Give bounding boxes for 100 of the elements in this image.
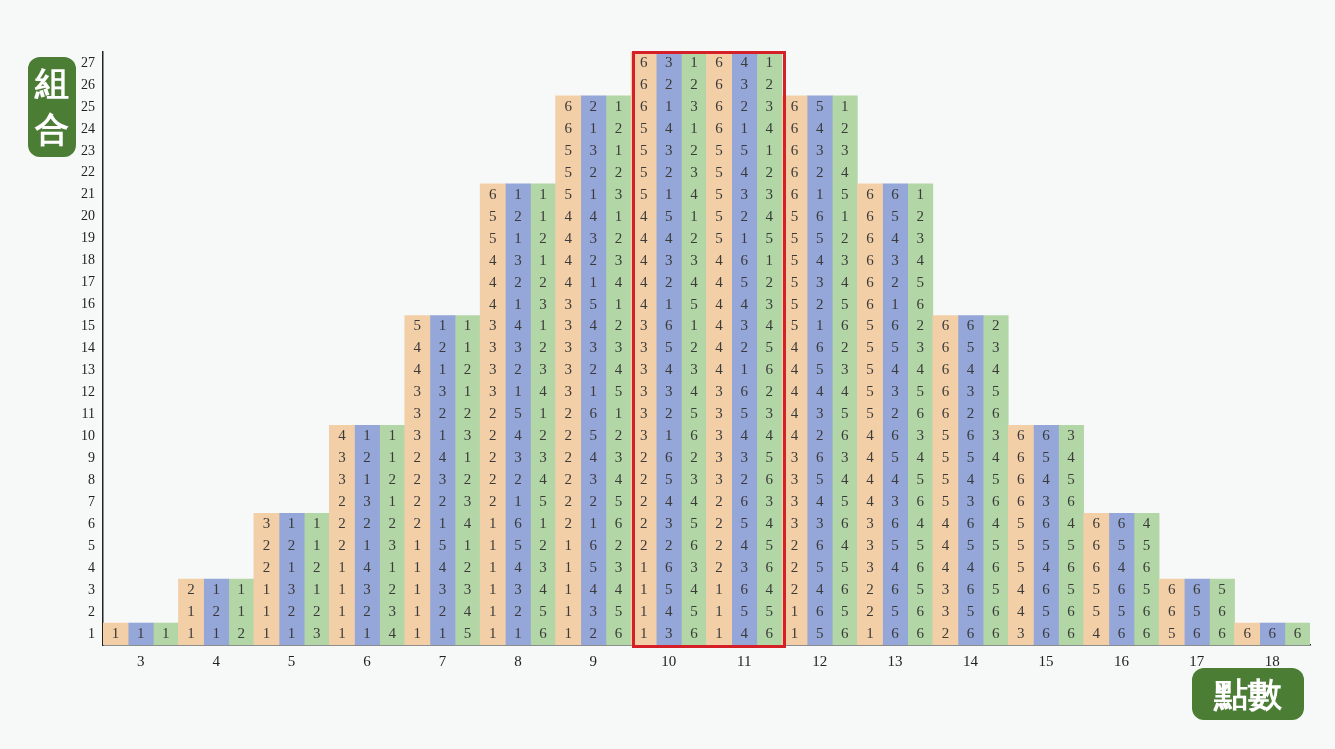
annotation: 4 2 5 bbox=[715, 339, 774, 356]
x-tick-label: 14 bbox=[963, 652, 979, 669]
annotation: 2 5 4 bbox=[715, 515, 774, 532]
annotation: 6 4 2 bbox=[790, 119, 849, 136]
annotation: 4 6 2 bbox=[790, 339, 849, 356]
annotation: 2 4 6 bbox=[790, 581, 850, 598]
annotation: 5 5 4 bbox=[941, 449, 1000, 466]
annotation: 2 2 6 bbox=[639, 537, 699, 554]
annotation: 1 5 6 bbox=[790, 624, 850, 641]
bar bbox=[505, 183, 531, 645]
bar bbox=[328, 425, 355, 645]
annotation: 5 6 5 bbox=[1092, 581, 1151, 598]
bar bbox=[454, 315, 481, 645]
annotation: 5 5 2 bbox=[790, 229, 849, 246]
annotation: 2 3 1 bbox=[338, 493, 396, 510]
annotation: 2 3 5 bbox=[639, 515, 698, 532]
bar bbox=[127, 622, 154, 645]
y-tick-label: 24 bbox=[81, 120, 95, 136]
bar bbox=[806, 95, 833, 645]
annotation: 4 3 2 bbox=[564, 229, 623, 246]
annotation: 2 6 1 bbox=[564, 405, 623, 422]
annotation: 2 5 5 bbox=[790, 559, 849, 576]
annotation: 2 3 3 bbox=[489, 449, 547, 466]
annotation: 6 2 4 bbox=[790, 163, 850, 180]
annotation: 5 4 6 bbox=[1017, 559, 1076, 576]
annotation: 4 2 1 bbox=[413, 339, 472, 356]
y-tick-label: 15 bbox=[81, 318, 95, 334]
annotation: 1 3 5 bbox=[564, 602, 623, 619]
annotation: 5 3 4 bbox=[790, 273, 850, 290]
annotation: 6 5 6 bbox=[1167, 602, 1227, 619]
annotation: 4 6 3 bbox=[866, 427, 924, 444]
x-tick-label: 4 bbox=[212, 652, 221, 669]
annotation: 5 5 5 bbox=[1017, 537, 1075, 554]
annotation: 3 5 6 bbox=[941, 602, 1000, 619]
annotation: 4 3 3 bbox=[639, 251, 698, 268]
x-tick-label: 9 bbox=[589, 652, 598, 669]
annotation: 6 1 5 bbox=[790, 185, 849, 202]
annotation: 2 1 4 bbox=[413, 515, 472, 532]
annotation: 4 5 3 bbox=[790, 361, 849, 378]
x-tick-label: 5 bbox=[287, 652, 296, 669]
annotation: 4 1 4 bbox=[564, 273, 623, 290]
annotation: 2 1 1 bbox=[187, 581, 246, 598]
bar bbox=[429, 315, 456, 645]
annotation: 6 6 2 bbox=[941, 317, 1000, 334]
x-tick-label: 10 bbox=[661, 652, 677, 669]
annotation: 3 4 4 bbox=[715, 427, 774, 444]
y-tick-label: 14 bbox=[81, 340, 95, 356]
annotation: 3 2 2 bbox=[413, 405, 472, 422]
x-tick-label: 18 bbox=[1264, 652, 1280, 669]
annotation: 2 4 1 bbox=[413, 449, 472, 466]
annotation: 1 5 4 bbox=[639, 581, 699, 598]
y-tick-label: 3 bbox=[88, 581, 95, 597]
annotation: 3 5 2 bbox=[639, 339, 698, 356]
annotation: 2 5 1 bbox=[489, 405, 547, 422]
bar bbox=[404, 315, 431, 645]
y-tick-label: 17 bbox=[81, 274, 95, 290]
annotation: 4 4 4 bbox=[790, 383, 850, 400]
y-tick-label: 6 bbox=[88, 515, 95, 531]
bar bbox=[932, 315, 959, 645]
annotation: 1 1 2 bbox=[187, 624, 246, 641]
annotation: 5 5 1 bbox=[715, 141, 774, 158]
bar bbox=[479, 183, 506, 645]
annotation: 1 3 1 bbox=[262, 581, 321, 598]
bar bbox=[1007, 425, 1034, 645]
annotation: 5 5 6 bbox=[1092, 602, 1151, 619]
annotation: 4 4 5 bbox=[866, 471, 924, 488]
annotation: 2 3 6 bbox=[715, 559, 774, 576]
y-tick-label: 2 bbox=[88, 603, 95, 619]
annotation: 4 3 6 bbox=[866, 493, 925, 510]
y-tick-label: 1 bbox=[88, 625, 95, 641]
annotation: 6 2 2 bbox=[639, 75, 698, 92]
annotation: 3 2 4 bbox=[564, 361, 623, 378]
annotation: 4 2 3 bbox=[564, 251, 623, 268]
bar bbox=[278, 512, 305, 645]
annotation: 2 4 2 bbox=[489, 427, 547, 444]
annotation: 1 3 4 bbox=[489, 581, 548, 598]
annotation: 5 2 4 bbox=[715, 207, 774, 224]
annotation: 3 6 4 bbox=[866, 515, 925, 532]
annotation: 5 1 2 bbox=[489, 229, 547, 246]
annotation: 6 5 3 bbox=[941, 339, 1000, 356]
annotation: 3 3 1 bbox=[413, 383, 472, 400]
annotation: 6 3 4 bbox=[866, 251, 925, 268]
annotation: 6 3 6 bbox=[1017, 493, 1076, 510]
annotation: 3 4 6 bbox=[866, 559, 925, 576]
annotation: 3 4 2 bbox=[564, 317, 623, 334]
bar bbox=[354, 425, 380, 645]
y-tick-label: 27 bbox=[81, 54, 95, 70]
annotation: 2 6 6 bbox=[941, 624, 1000, 641]
x-tick-label: 6 bbox=[363, 652, 372, 669]
annotation: 3 1 4 bbox=[489, 383, 548, 400]
bar bbox=[605, 95, 632, 645]
annotation: 6 2 1 bbox=[564, 97, 623, 114]
annotation: 5 2 5 bbox=[790, 295, 849, 312]
annotation: 5 4 2 bbox=[715, 163, 774, 180]
annotation: 2 1 3 bbox=[338, 537, 396, 554]
annotation: 3 1 2 bbox=[338, 471, 396, 488]
annotation: 4 2 2 bbox=[489, 273, 547, 290]
annotation: 6 1 2 bbox=[564, 119, 623, 136]
annotation: 1 1 5 bbox=[413, 624, 472, 641]
x-tick-label: 3 bbox=[136, 652, 145, 669]
